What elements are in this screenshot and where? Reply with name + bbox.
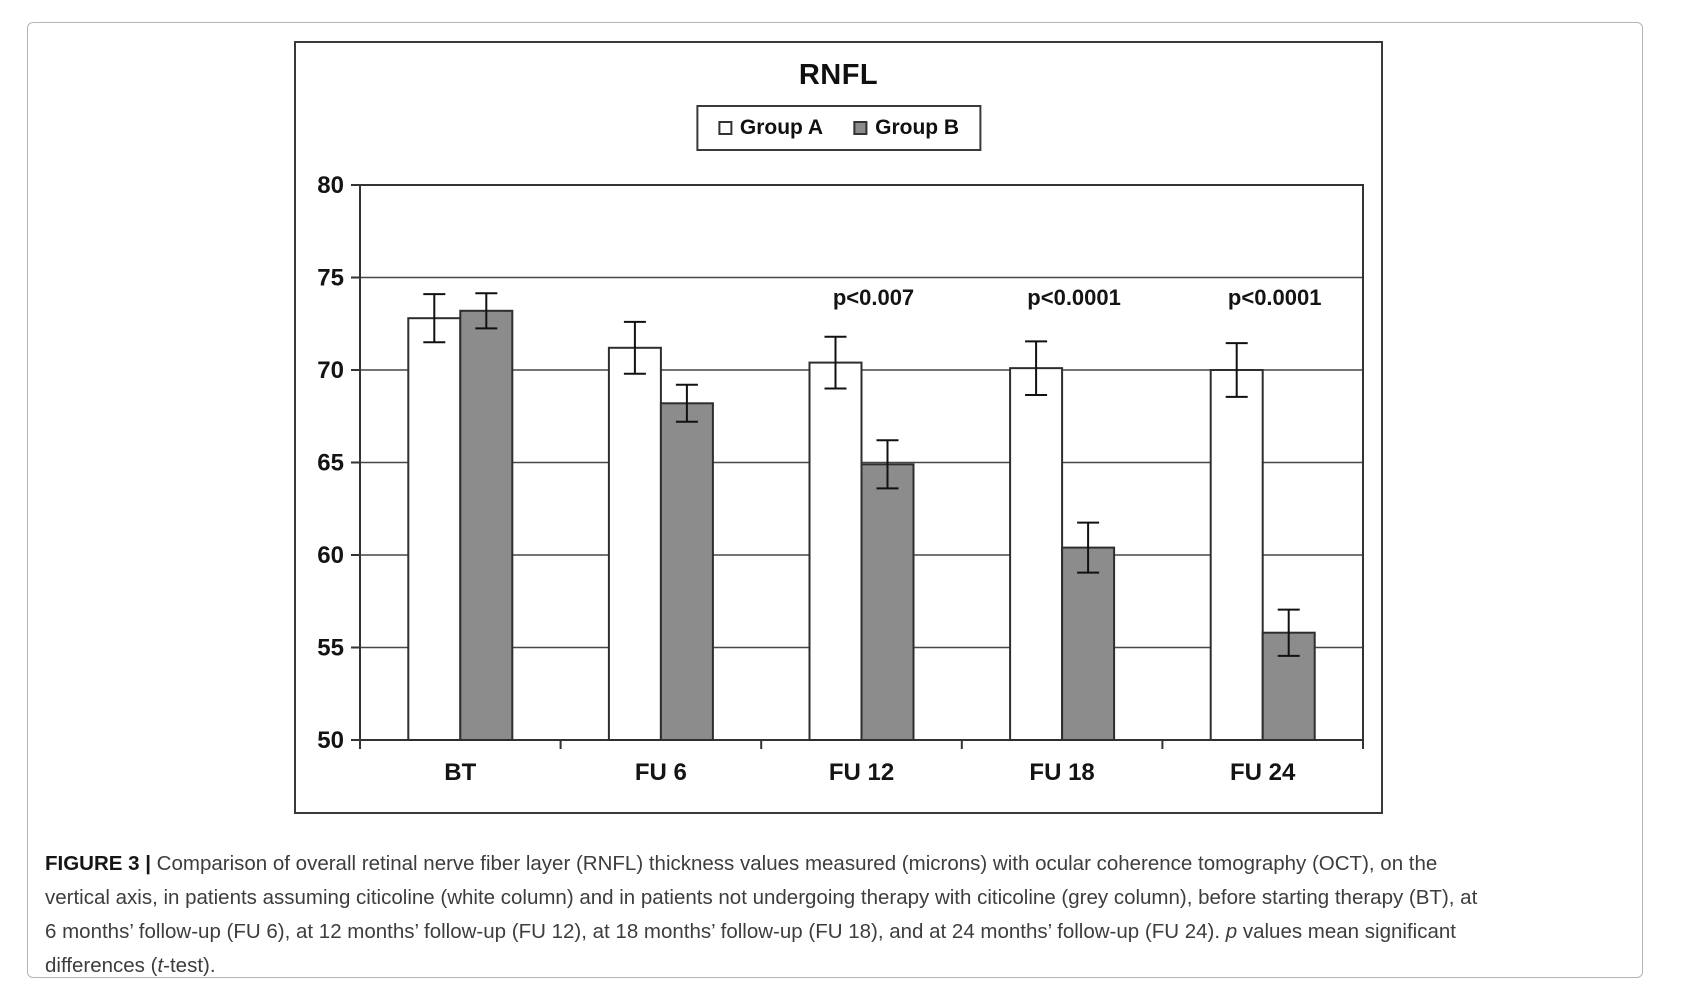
bar-group-a-fu-24	[1209, 369, 1264, 741]
legend-swatch-group-a	[717, 121, 732, 135]
caption-segment: Comparison of overall retinal nerve fibe…	[156, 852, 1438, 875]
figure-caption: FIGURE 3 | Comparison of overall retinal…	[45, 847, 1590, 983]
caption-segment: p	[1225, 920, 1238, 943]
p-value-annotation-fu-24: p<0.0001	[1228, 285, 1322, 310]
x-axis-category-label: FU 18	[1029, 759, 1094, 786]
y-axis-tick-label: 50	[317, 727, 344, 754]
bar-group-a-fu-12	[808, 361, 863, 741]
legend-swatch-group-b	[853, 121, 868, 135]
caption-segment: -test).	[163, 954, 216, 977]
legend-label-group-b: Group B	[875, 116, 960, 139]
caption-segment: vertical axis, in patients assuming citi…	[45, 886, 1478, 909]
caption-segment: t	[157, 954, 164, 977]
chart-svg: 50 55 60 65 70 75 80 BT FU 6 FU 12 FU 18 FU 24 p<0.0…	[317, 172, 1364, 786]
x-axis-category-label: FU 24	[1230, 759, 1296, 786]
caption-line: FIGURE 3 | Comparison of overall retinal…	[45, 847, 1590, 881]
caption-line: differences (t-test).	[45, 949, 1590, 983]
caption-segment: differences (	[45, 954, 158, 977]
legend-label-group-a: Group A	[739, 116, 824, 139]
caption-segment: values mean significant	[1237, 920, 1456, 943]
legend-item-group-b: Group B	[853, 116, 959, 140]
x-axis-category-label: BT	[444, 759, 476, 786]
bar-group-b-bt	[459, 309, 514, 741]
bar-group-b-fu-18	[1061, 546, 1116, 741]
bar-group-b-fu-12	[860, 463, 915, 741]
y-axis-tick-label: 75	[317, 265, 344, 292]
page-frame: RNFL Group A Group B 50 55 60 65 70 75 80 BT FU …	[27, 22, 1643, 978]
p-value-annotation-fu-18: p<0.0001	[1027, 285, 1121, 310]
bar-group-b-fu-6	[659, 402, 714, 741]
bar-group-a-bt	[407, 317, 462, 741]
caption-line: 6 months’ follow-up (FU 6), at 12 months…	[45, 915, 1590, 949]
bar-group-a-fu-18	[1009, 367, 1064, 741]
y-axis-tick-label: 70	[317, 357, 344, 384]
y-axis-tick-label: 65	[317, 450, 344, 477]
y-axis-tick-label: 55	[317, 635, 344, 662]
bar-group-a-fu-6	[607, 346, 662, 741]
legend-item-group-a: Group A	[717, 116, 824, 140]
caption-segment: 6 months’ follow-up (FU 6), at 12 months…	[45, 920, 1226, 943]
p-value-annotation-fu-12: p<0.007	[833, 285, 914, 310]
x-axis-category-label: FU 12	[829, 759, 894, 786]
y-axis-tick-label: 60	[317, 542, 344, 569]
caption-segment: FIGURE 3 |	[45, 852, 157, 875]
chart-figure-box: RNFL Group A Group B 50 55 60 65 70 75 80 BT FU …	[294, 41, 1383, 814]
y-axis-tick-label: 80	[317, 172, 344, 199]
x-axis-category-label: FU 6	[635, 759, 687, 786]
chart-legend: Group A Group B	[695, 105, 982, 151]
caption-line: vertical axis, in patients assuming citi…	[45, 881, 1590, 915]
chart-title: RNFL	[798, 59, 879, 91]
